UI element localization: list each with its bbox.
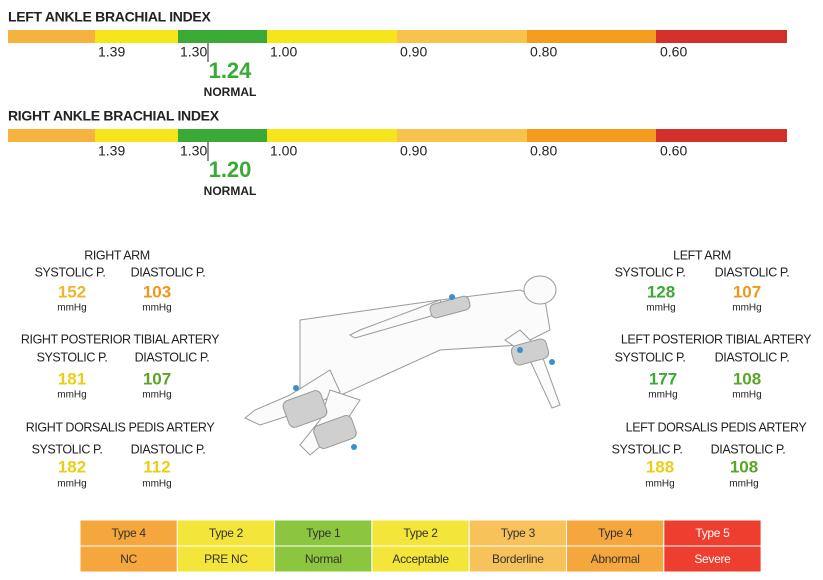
abi-value: 1.24 xyxy=(209,58,253,83)
unit: mmHg xyxy=(142,303,171,314)
legend-type: Type 2 xyxy=(209,526,244,540)
legend-type: Type 2 xyxy=(403,526,438,540)
page: LEFT ANKLE BRACHIAL INDEX 1.39 1.30 1.00 0.9… xyxy=(0,0,823,580)
scale-segment xyxy=(267,129,397,142)
systolic-value: 177 xyxy=(649,369,677,388)
scale-segment xyxy=(656,129,787,142)
systolic-label: SYSTOLIC P. xyxy=(35,265,106,279)
scale-segment xyxy=(656,30,787,43)
diastolic-label: DIASTOLIC P. xyxy=(131,442,206,456)
legend-type: Type 1 xyxy=(306,526,341,540)
systolic-label: SYSTOLIC P. xyxy=(32,442,103,456)
legend-label: PRE NC xyxy=(204,552,248,566)
scale-segment xyxy=(527,129,656,142)
legend-type: Type 4 xyxy=(598,526,633,540)
unit: mmHg xyxy=(732,390,761,401)
pressure-title: LEFT ARM xyxy=(673,248,731,262)
scale-label: 0.90 xyxy=(400,44,427,60)
scale-segment xyxy=(527,30,656,43)
abi-status: NORMAL xyxy=(204,85,257,99)
scale-segment xyxy=(8,129,95,142)
scale-segment xyxy=(95,30,178,43)
systolic-label: SYSTOLIC P. xyxy=(612,442,683,456)
scale-segment xyxy=(397,129,527,142)
legend-label: Abnormal xyxy=(591,552,640,566)
diastolic-value: 108 xyxy=(730,457,758,476)
scale-label: 1.30 xyxy=(180,143,207,159)
unit: mmHg xyxy=(646,303,675,314)
unit: mmHg xyxy=(732,303,761,314)
pressure-title: LEFT POSTERIOR TIBIAL ARTERY xyxy=(621,332,812,346)
unit: mmHg xyxy=(729,479,758,490)
abi-title: RIGHT ANKLE BRACHIAL INDEX xyxy=(8,108,220,124)
scale-label: 1.00 xyxy=(270,44,297,60)
pressure-title: RIGHT ARM xyxy=(84,248,150,262)
pressure-title: RIGHT POSTERIOR TIBIAL ARTERY xyxy=(21,332,220,346)
unit: mmHg xyxy=(57,303,86,314)
diastolic-value: 107 xyxy=(733,282,761,301)
scale-segment xyxy=(8,30,95,43)
abi-status: NORMAL xyxy=(204,184,257,198)
systolic-value: 181 xyxy=(58,369,86,388)
scale-segment xyxy=(178,30,267,43)
diastolic-value: 112 xyxy=(143,457,170,476)
unit: mmHg xyxy=(57,479,86,490)
unit: mmHg xyxy=(648,390,677,401)
legend-label: NC xyxy=(120,552,137,566)
legend-label: Severe xyxy=(694,552,731,566)
pressure-title: RIGHT DORSALIS PEDIS ARTERY xyxy=(26,420,216,434)
scale-segment xyxy=(178,129,267,142)
unit: mmHg xyxy=(645,479,674,490)
diastolic-label: DIASTOLIC P. xyxy=(135,350,210,364)
scale-label: 1.30 xyxy=(180,44,207,60)
legend-label: Borderline xyxy=(492,552,544,566)
systolic-value: 188 xyxy=(646,457,674,476)
scale-label: 0.90 xyxy=(400,143,427,159)
scale-label: 0.60 xyxy=(660,44,687,60)
abi-title: LEFT ANKLE BRACHIAL INDEX xyxy=(8,9,211,25)
scale-label: 0.80 xyxy=(530,143,557,159)
systolic-value: 152 xyxy=(58,282,86,301)
scale-segment xyxy=(267,30,397,43)
systolic-value: 128 xyxy=(647,282,675,301)
body-figure xyxy=(245,276,560,455)
legend-label: Normal xyxy=(305,552,342,566)
scale-segment xyxy=(95,129,178,142)
systolic-label: SYSTOLIC P. xyxy=(37,350,108,364)
pressure-title: LEFT DORSALIS PEDIS ARTERY xyxy=(626,420,808,434)
unit: mmHg xyxy=(142,479,171,490)
legend-type: Type 3 xyxy=(501,526,536,540)
systolic-label: SYSTOLIC P. xyxy=(615,350,686,364)
diastolic-value: 107 xyxy=(143,369,171,388)
scale-label: 0.60 xyxy=(660,143,687,159)
diastolic-label: DIASTOLIC P. xyxy=(715,265,790,279)
unit: mmHg xyxy=(57,390,86,401)
abi-value: 1.20 xyxy=(209,157,252,182)
unit: mmHg xyxy=(142,390,171,401)
scale-segment xyxy=(397,30,527,43)
scale-label: 1.39 xyxy=(98,44,125,60)
scale-label: 1.39 xyxy=(98,143,125,159)
legend-label: Acceptable xyxy=(392,552,449,566)
legend-type: Type 4 xyxy=(112,526,147,540)
legend-type: Type 5 xyxy=(695,526,730,540)
diastolic-label: DIASTOLIC P. xyxy=(711,442,786,456)
systolic-label: SYSTOLIC P. xyxy=(615,265,686,279)
scale-label: 1.00 xyxy=(270,143,297,159)
systolic-value: 182 xyxy=(58,457,86,476)
diastolic-value: 108 xyxy=(733,369,761,388)
diastolic-value: 103 xyxy=(143,282,171,301)
scale-label: 0.80 xyxy=(530,44,557,60)
diastolic-label: DIASTOLIC P. xyxy=(131,265,206,279)
diastolic-label: DIASTOLIC P. xyxy=(715,350,790,364)
